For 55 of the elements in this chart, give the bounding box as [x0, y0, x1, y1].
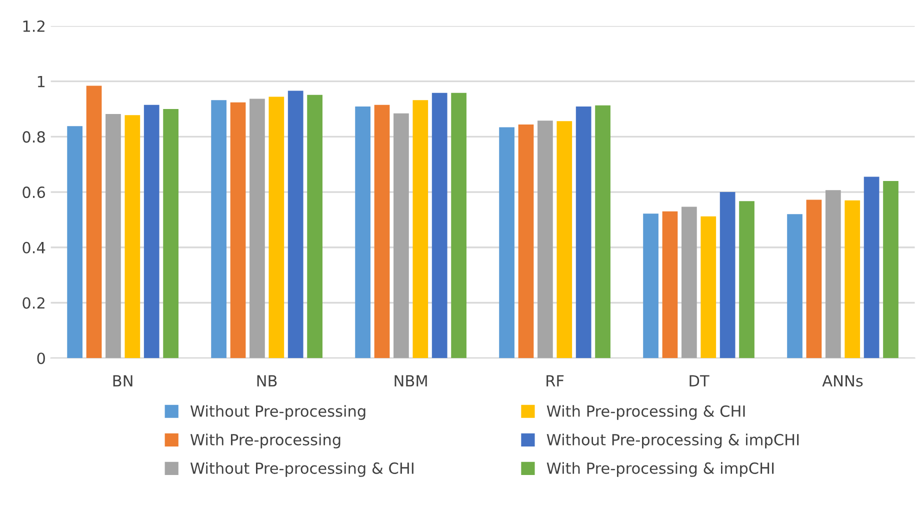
bar — [211, 100, 226, 358]
bar — [883, 180, 898, 358]
bar — [787, 214, 802, 358]
bar — [268, 96, 284, 358]
bar — [844, 200, 860, 358]
legend-label: Without Pre-processing & CHI — [190, 462, 414, 477]
bar — [250, 98, 265, 358]
bar — [307, 94, 322, 358]
bar — [432, 92, 448, 358]
bar — [576, 106, 592, 358]
y-tick-label: 0.2 — [22, 297, 44, 309]
y-tick-label: 1 — [38, 76, 45, 88]
bar — [412, 100, 428, 358]
bar — [739, 201, 754, 358]
bar — [106, 114, 121, 358]
bar — [451, 92, 466, 358]
bar — [86, 86, 102, 358]
bar — [556, 121, 572, 358]
bar — [825, 190, 841, 358]
bar — [720, 192, 736, 358]
bar — [288, 90, 304, 358]
bar — [595, 105, 610, 358]
bar — [681, 206, 697, 358]
x-tick-label: ANNs — [822, 375, 863, 387]
y-tick-label: 0.8 — [22, 131, 45, 143]
bar — [806, 200, 822, 358]
y-tick-label: 0.4 — [22, 242, 46, 254]
legend-label: With Pre-processing & CHI — [546, 405, 745, 420]
bar — [394, 113, 409, 358]
bar — [374, 104, 390, 358]
bar — [144, 104, 160, 358]
x-tick-label: NB — [257, 375, 277, 386]
bar — [499, 127, 514, 358]
y-tick-label: 0.6 — [22, 186, 45, 198]
legend-label: With Pre-processing & impCHI — [546, 462, 774, 477]
x-tick-label: BN — [113, 375, 132, 386]
bar — [538, 120, 553, 358]
bar — [230, 102, 246, 358]
x-tick-label: RF — [546, 375, 564, 386]
bar — [662, 211, 678, 358]
legend-label: Without Pre-processing & impCHI — [546, 434, 799, 448]
legend-label: Without Pre-processing — [190, 405, 366, 420]
bar — [163, 108, 178, 358]
legend-label: With Pre-processing — [190, 434, 340, 448]
bar — [124, 115, 140, 358]
bar — [643, 214, 658, 358]
bar — [864, 176, 880, 358]
bar — [67, 126, 82, 358]
x-tick-label: DT — [690, 375, 710, 386]
y-tick-label: 0 — [37, 352, 45, 364]
bar — [700, 216, 716, 358]
bar — [355, 106, 370, 358]
bar — [518, 124, 534, 358]
x-tick-label: NBM — [394, 375, 427, 386]
y-tick-label: 1.2 — [23, 20, 44, 32]
